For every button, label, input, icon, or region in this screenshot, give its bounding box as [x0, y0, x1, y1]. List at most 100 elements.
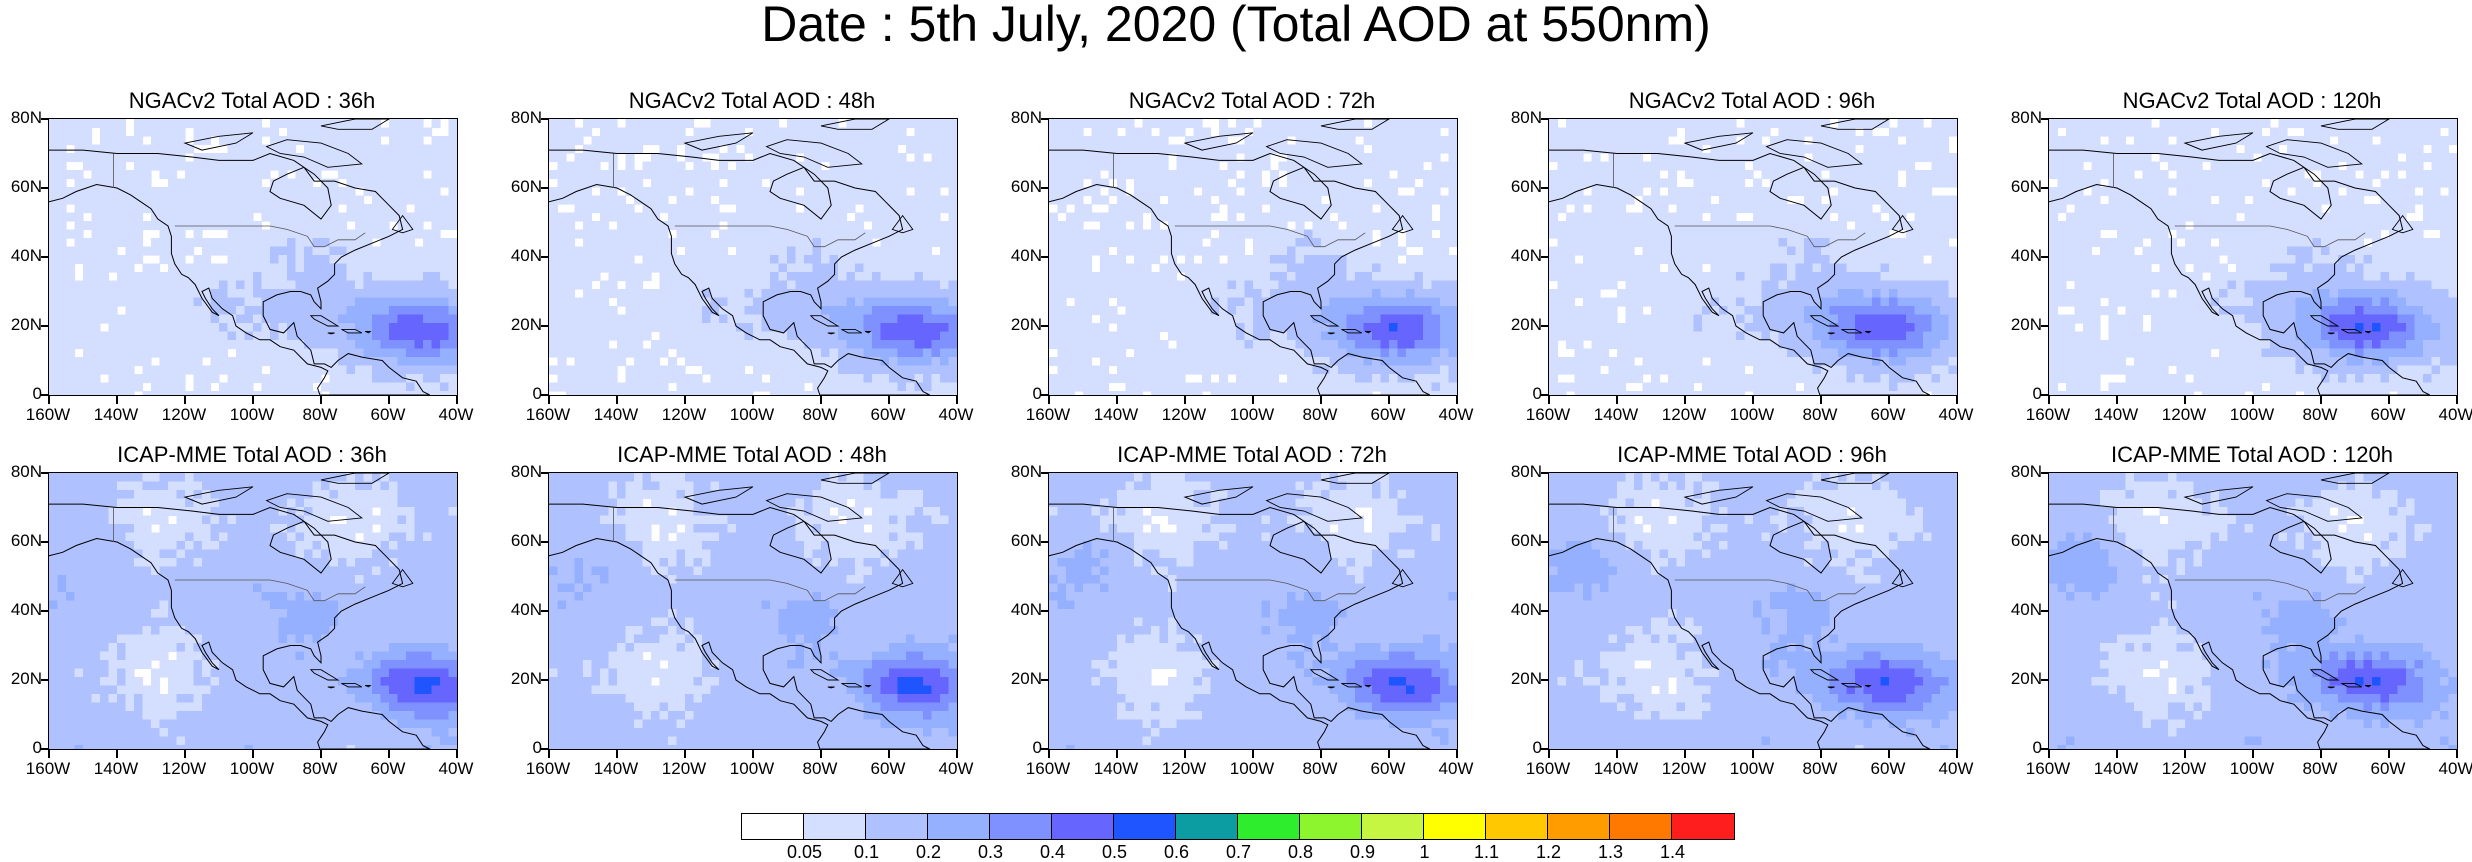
x-tick: [252, 750, 254, 758]
island-outline: [841, 682, 863, 688]
island-outline: [183, 486, 254, 505]
coastline: [549, 503, 931, 749]
x-tick: [2252, 750, 2254, 758]
x-tick-label: 80W: [2302, 405, 2338, 424]
y-tick: [1541, 472, 1549, 474]
island-outline: [1809, 669, 1840, 681]
x-tick: [116, 396, 118, 404]
y-tick: [1541, 187, 1549, 189]
x-tick-label: 120W: [661, 759, 707, 778]
y-tick: [541, 118, 549, 120]
x-tick-label: 40W: [438, 405, 474, 424]
y-tick-label: 20N: [2010, 669, 2042, 688]
map-panel: NGACv2 Total AOD : 120h 80N 60N 40N 20N 0 160W…: [2000, 88, 2472, 428]
x-tick-label: 100W: [229, 405, 275, 424]
colorbar-label: 0.2: [915, 842, 942, 862]
island-outline: [2265, 493, 2363, 522]
x-tick-label: 100W: [2229, 759, 2275, 778]
y-tick-label: 20N: [510, 315, 542, 334]
colorbar-swatch: [1362, 814, 1424, 839]
x-tick-label: 100W: [1729, 405, 1775, 424]
x-tick-label: 120W: [1161, 405, 1207, 424]
country-border: [2174, 225, 2366, 248]
y-tick-label: 80N: [2010, 462, 2042, 481]
island-outline: [327, 686, 335, 689]
x-tick: [1820, 396, 1822, 404]
panel-title: NGACv2 Total AOD : 96h: [1628, 88, 1876, 113]
x-tick: [2048, 396, 2050, 404]
panel-title: ICAP-MME Total AOD : 96h: [1617, 442, 1887, 467]
y-tick: [1541, 325, 1549, 327]
aod-map: [548, 472, 958, 750]
x-tick-label: 60W: [870, 405, 906, 424]
island-outline: [1365, 685, 1372, 688]
x-tick: [1684, 396, 1686, 404]
x-tick-label: 80W: [1302, 405, 1338, 424]
country-border: [174, 225, 366, 248]
country-border: [1674, 225, 1866, 248]
island-outline: [1865, 331, 1872, 334]
x-tick-label: 160W: [1025, 759, 1071, 778]
x-tick: [1548, 396, 1550, 404]
y-tick-label: 80N: [1510, 462, 1542, 481]
x-tick-label: 60W: [1370, 759, 1406, 778]
y-tick: [1541, 748, 1549, 750]
y-tick-label: 20N: [510, 669, 542, 688]
x-tick: [616, 396, 618, 404]
y-tick-label: 60N: [1510, 531, 1542, 550]
x-tick-label: 40W: [1938, 759, 1974, 778]
x-tick: [1820, 750, 1822, 758]
x-tick: [48, 750, 50, 758]
x-tick-label: 160W: [25, 759, 71, 778]
x-tick-label: 60W: [870, 759, 906, 778]
map-panel: ICAP-MME Total AOD : 72h 80N 60N 40N 20N 0 160…: [1000, 442, 1474, 782]
aod-map: [1548, 118, 1958, 396]
x-tick-label: 60W: [2370, 405, 2406, 424]
colorbar-swatch: [990, 814, 1052, 839]
colorbar-swatch: [866, 814, 928, 839]
island-outline: [820, 119, 890, 130]
y-tick-label: 60N: [510, 177, 542, 196]
y-tick-label: 20N: [1010, 669, 1042, 688]
island-outline: [809, 669, 840, 681]
y-tick: [2041, 256, 2049, 258]
island-outline: [309, 669, 340, 681]
x-tick: [820, 396, 822, 404]
colorbar-swatch: [1424, 814, 1486, 839]
island-outline: [183, 132, 254, 151]
aod-map: [1048, 472, 1458, 750]
colorbar-swatch: [1548, 814, 1610, 839]
x-tick: [1320, 750, 1322, 758]
island-outline: [1841, 682, 1863, 688]
y-tick-label: 0: [2032, 384, 2042, 403]
x-tick: [548, 750, 550, 758]
island-outline: [765, 493, 863, 522]
island-outline: [1827, 686, 1835, 689]
island-outline: [2309, 669, 2340, 681]
island-outline: [765, 139, 863, 168]
island-outline: [1320, 119, 1390, 130]
colorbar-swatch: [1610, 814, 1672, 839]
y-tick: [541, 256, 549, 258]
y-tick: [1541, 256, 1549, 258]
y-tick-label: 40N: [1010, 246, 1042, 265]
x-tick: [888, 396, 890, 404]
aod-map: [2048, 118, 2458, 396]
x-tick: [1388, 396, 1390, 404]
x-tick: [1456, 750, 1458, 758]
y-tick-label: 40N: [510, 600, 542, 619]
coastline: [1049, 503, 1431, 749]
coastline: [1549, 149, 1931, 395]
aod-shading: [1549, 119, 1957, 395]
y-tick-label: 0: [532, 738, 542, 757]
y-tick: [541, 187, 549, 189]
x-tick-label: 120W: [1161, 759, 1207, 778]
x-tick: [1184, 396, 1186, 404]
island-outline: [683, 132, 754, 151]
island-outline: [865, 331, 872, 334]
colorbar-label: 1.2: [1535, 842, 1562, 862]
y-tick: [2041, 118, 2049, 120]
colorbar-label: 0.1: [853, 842, 880, 862]
x-tick: [1616, 396, 1618, 404]
y-tick: [2041, 748, 2049, 750]
